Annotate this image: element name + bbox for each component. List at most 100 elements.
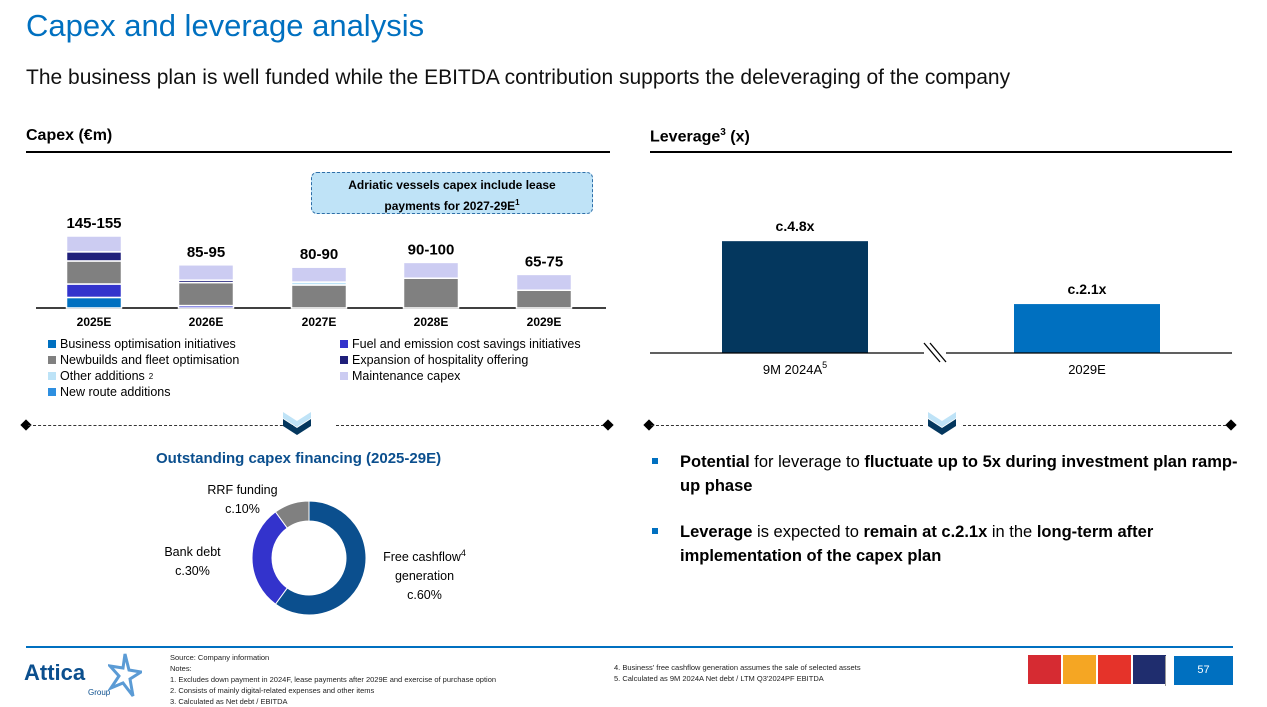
dashed-line — [336, 425, 604, 426]
legend-swatch — [340, 340, 348, 348]
capex-bar-segment-nb — [65, 260, 123, 285]
leverage-unit: (x) — [725, 128, 750, 146]
bullet-text-run: for leverage to — [749, 453, 865, 471]
capex-heading-rule — [26, 151, 610, 153]
divider-left — [20, 419, 614, 431]
fcf-sup: 4 — [460, 548, 466, 558]
legend-swatch — [48, 356, 56, 364]
leverage-value-label: c.2.1x — [1068, 281, 1107, 297]
legend-label: Other additions — [60, 369, 145, 383]
divider-right — [643, 419, 1237, 431]
donut-slice — [251, 511, 288, 605]
bullet-text-run: remain at c.2.1x — [863, 523, 988, 541]
footer-note: 5. Calculated as 9M 2024A Net debt / LTM… — [614, 674, 824, 683]
bullet-item: Potential for leverage to fluctuate up t… — [652, 450, 1242, 498]
capex-category-label: 2029E — [527, 315, 562, 329]
capex-total-label: 80-90 — [300, 246, 338, 263]
legend-item-fuel: Fuel and emission cost savings initiativ… — [340, 337, 581, 351]
fcf-label: Free cashflow4 generation c.60% — [372, 544, 477, 605]
footer-note: Notes: — [170, 664, 192, 673]
capex-total-label: 145-155 — [66, 215, 121, 232]
footer-notes-right: 4. Business' free cashflow generation as… — [614, 662, 861, 684]
page-subtitle: The business plan is well funded while t… — [26, 66, 1011, 89]
capex-heading: Capex (€m) — [26, 127, 113, 144]
star-logo-icon — [108, 653, 142, 697]
capex-bar-segment-maint — [177, 264, 235, 281]
legend-label: Fuel and emission cost savings initiativ… — [352, 337, 581, 351]
capex-bar-segment-bo — [65, 296, 123, 309]
leverage-category-label: 9M 2024A5 — [763, 360, 827, 377]
footer-note: 1. Excludes down payment in 2024F, lease… — [170, 675, 497, 684]
legend-swatch — [48, 388, 56, 396]
dashed-line — [651, 425, 923, 426]
chevron-down-icon — [283, 412, 311, 435]
leverage-sup: 3 — [720, 127, 726, 138]
capex-category-label: 2028E — [414, 315, 449, 329]
dashed-line — [963, 425, 1231, 426]
capex-bar-segment-nb — [402, 277, 460, 309]
leverage-category-sup: 5 — [822, 360, 827, 370]
footer-rule — [26, 646, 1233, 648]
leverage-bar — [1014, 304, 1160, 353]
brand-logo-icon — [1028, 655, 1061, 684]
capex-bar-segment-maint — [515, 273, 573, 291]
leverage-chart: c.4.8x 9M 2024A5 c.2.1x 2029E — [650, 218, 1232, 377]
legend-sup: 2 — [148, 371, 154, 381]
legend-swatch — [340, 356, 348, 364]
legend-item-hosp: Expansion of hospitality offering — [340, 353, 528, 367]
leverage-category-text: 2029E — [1068, 362, 1106, 377]
leverage-heading-text: Leverage — [650, 128, 721, 146]
bullet-item: Leverage is expected to remain at c.2.1x… — [652, 520, 1242, 568]
donut-slice — [274, 500, 310, 529]
diamond-icon — [1225, 419, 1237, 431]
capex-bar-segment-maint — [65, 235, 123, 253]
attica-logo: Attica — [24, 660, 85, 686]
bullet-text-run: Potential — [680, 453, 750, 471]
brand-logo-icon — [1133, 655, 1166, 684]
rrf-name: RRF funding — [207, 483, 278, 497]
footer-note: 4. Business' free cashflow generation as… — [614, 663, 861, 672]
chevron-down-icon — [928, 412, 956, 435]
page-number: 57 — [1174, 656, 1233, 685]
leverage-heading: Leverage3 (x) — [650, 127, 750, 146]
bullet-text-run: is expected to — [752, 523, 864, 541]
dashed-line — [28, 425, 298, 426]
rrf-label: RRF funding c.10% — [195, 481, 290, 519]
legend-label: Newbuilds and fleet optimisation — [60, 353, 240, 367]
lease-callout: Adriatic vessels capex include lease pay… — [311, 172, 593, 214]
footer-separator — [1165, 656, 1166, 686]
brand-logo-icon — [1063, 655, 1096, 684]
axis-break-icon — [929, 342, 947, 363]
bullet-square-icon — [652, 458, 658, 464]
bank-pct: c.30% — [175, 564, 210, 578]
rrf-pct: c.10% — [225, 502, 260, 516]
bullet-text-run: in the — [987, 523, 1037, 541]
financing-donut — [251, 500, 367, 616]
legend-label: Business optimisation initiatives — [60, 337, 236, 351]
footer-note: 3. Calculated as Net debt / EBITDA — [170, 697, 288, 706]
capex-bar-segment-nb — [515, 289, 573, 309]
leverage-category-label: 2029E — [1068, 362, 1106, 377]
bullet-text-run: fluctuate up to 5x during investment pla… — [680, 453, 1238, 495]
capex-bar-segment-hosp — [65, 251, 123, 262]
legend-item-maint: Maintenance capex — [340, 369, 460, 383]
callout-line2: payments for 2027-29E — [384, 199, 516, 213]
capex-total-label: 65-75 — [525, 253, 563, 270]
legend-swatch — [340, 372, 348, 380]
legend-label: Expansion of hospitality offering — [352, 353, 529, 367]
axis-break — [924, 348, 946, 358]
capex-category-label: 2027E — [302, 315, 337, 329]
capex-bar-segment-nb — [290, 284, 348, 309]
capex-bar-segment-maint — [402, 261, 460, 279]
legend-item-bo: Business optimisation initiatives — [48, 337, 236, 351]
bullet-text-run: Leverage — [680, 523, 753, 541]
footer-note: 2. Consists of mainly digital-related ex… — [170, 686, 375, 695]
brand-logos — [1028, 655, 1166, 684]
legend-label: Maintenance capex — [352, 369, 461, 383]
capex-total-label: 90-100 — [408, 241, 455, 258]
fcf-name: Free cashflow — [383, 550, 461, 565]
legend-swatch — [48, 372, 56, 380]
capex-category-label: 2026E — [189, 315, 224, 329]
leverage-heading-rule — [650, 151, 1232, 153]
capex-total-label: 85-95 — [187, 244, 225, 261]
